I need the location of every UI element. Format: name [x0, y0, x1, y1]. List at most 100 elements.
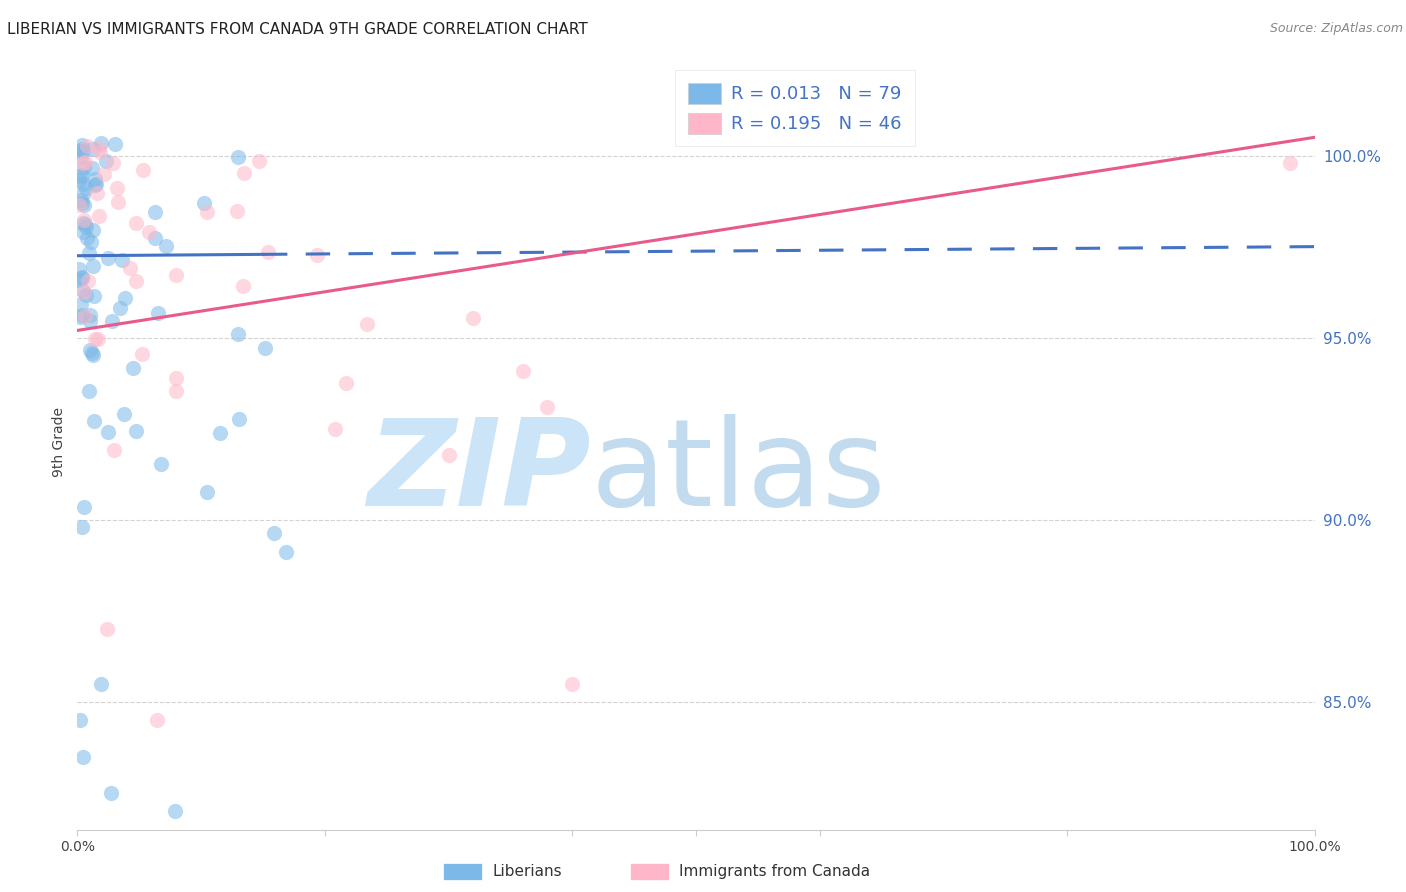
Point — [79, 314, 101, 328]
Point — [72, 226, 94, 240]
Point — [437, 448, 460, 462]
Point — [232, 166, 254, 180]
Point — [226, 326, 249, 341]
Point — [257, 244, 280, 259]
Point — [89, 141, 111, 155]
Point — [75, 219, 97, 234]
Point — [82, 260, 104, 274]
Point — [73, 310, 96, 324]
Point — [536, 401, 558, 415]
Point — [112, 407, 135, 421]
Point — [86, 186, 108, 201]
Point — [143, 231, 166, 245]
Point — [132, 162, 155, 177]
Point — [80, 235, 103, 249]
Point — [83, 289, 105, 303]
Point — [143, 205, 166, 219]
Point — [67, 173, 90, 187]
Point — [70, 519, 93, 533]
Point — [463, 310, 485, 325]
Point — [138, 225, 160, 239]
Text: LIBERIAN VS IMMIGRANTS FROM CANADA 9TH GRADE CORRELATION CHART: LIBERIAN VS IMMIGRANTS FROM CANADA 9TH G… — [7, 22, 588, 37]
Text: Immigrants from Canada: Immigrants from Canada — [679, 864, 870, 879]
Legend: R = 0.013   N = 79, R = 0.195   N = 46: R = 0.013 N = 79, R = 0.195 N = 46 — [675, 70, 914, 146]
Point — [87, 209, 110, 223]
Point — [76, 138, 98, 153]
Point — [70, 195, 93, 210]
Point — [305, 248, 328, 262]
Point — [131, 347, 153, 361]
Text: atlas: atlas — [591, 414, 886, 531]
Point — [70, 142, 93, 156]
Point — [247, 153, 270, 168]
Point — [512, 363, 534, 377]
Point — [197, 205, 219, 219]
Point — [70, 193, 93, 207]
Point — [165, 371, 187, 385]
Point — [70, 270, 93, 285]
Point — [70, 168, 93, 182]
Point — [79, 245, 101, 260]
Point — [67, 273, 90, 287]
Point — [70, 150, 93, 164]
Point — [118, 261, 141, 276]
Point — [67, 197, 90, 211]
Point — [97, 251, 120, 265]
Point — [228, 411, 250, 425]
Point — [82, 223, 104, 237]
Point — [165, 268, 187, 282]
Point — [226, 150, 249, 164]
Point — [90, 677, 112, 691]
Point — [70, 283, 93, 297]
Point — [104, 137, 127, 152]
Point — [82, 346, 104, 360]
Point — [77, 274, 100, 288]
Point — [77, 384, 100, 399]
Point — [94, 153, 117, 168]
Point — [335, 376, 357, 390]
Point — [193, 196, 215, 211]
Point — [72, 186, 94, 201]
Point — [73, 198, 96, 212]
Point — [69, 262, 91, 277]
Point — [114, 291, 136, 305]
Point — [163, 805, 186, 819]
Point — [89, 145, 111, 159]
Point — [97, 425, 120, 439]
Point — [83, 178, 105, 192]
Point — [72, 178, 94, 192]
Point — [73, 213, 96, 227]
Point — [69, 713, 91, 727]
Point — [72, 749, 94, 764]
Point — [84, 178, 107, 192]
Point — [195, 484, 218, 499]
Point — [276, 545, 298, 559]
Point — [100, 786, 122, 800]
Point — [69, 144, 91, 158]
Point — [72, 144, 94, 158]
Text: ZIP: ZIP — [367, 414, 591, 531]
Point — [103, 443, 125, 458]
Point — [70, 271, 93, 285]
Point — [72, 216, 94, 230]
Point — [72, 308, 94, 322]
Point — [72, 156, 94, 170]
Point — [73, 160, 96, 174]
Point — [155, 238, 177, 252]
Point — [226, 203, 249, 218]
Point — [149, 457, 172, 471]
Text: Liberians: Liberians — [492, 864, 562, 879]
Point — [146, 713, 169, 727]
Point — [108, 301, 131, 316]
Point — [561, 677, 583, 691]
Point — [105, 181, 128, 195]
Point — [83, 172, 105, 186]
Point — [232, 279, 254, 293]
Point — [84, 332, 107, 346]
Point — [75, 287, 97, 301]
Point — [82, 142, 104, 156]
Point — [125, 424, 148, 438]
Point — [111, 253, 134, 268]
Point — [356, 318, 378, 332]
Point — [80, 161, 103, 176]
